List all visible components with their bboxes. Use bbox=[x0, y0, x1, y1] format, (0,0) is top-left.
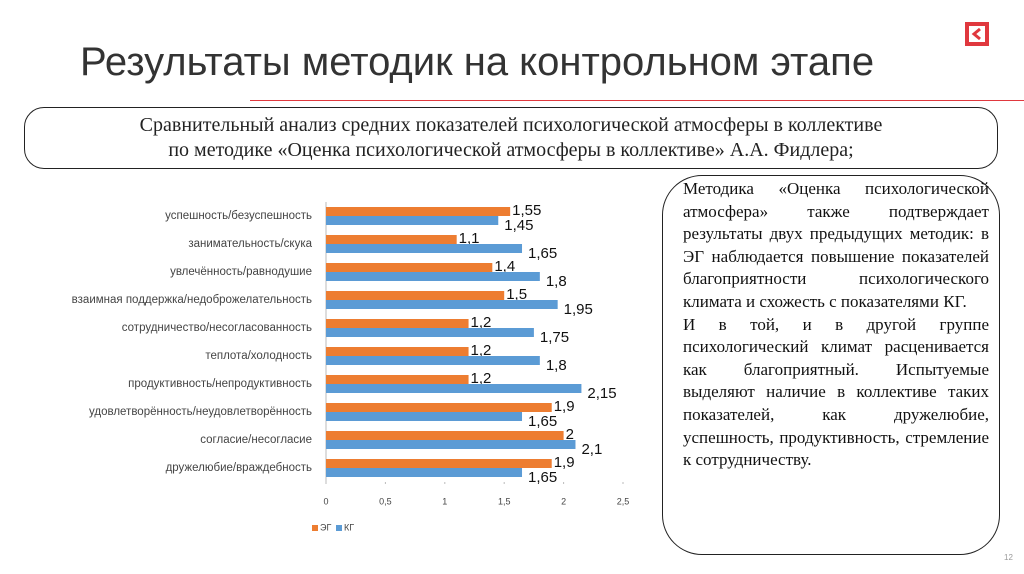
value-label: 1,55 bbox=[512, 202, 541, 219]
x-tick-label: 1 bbox=[442, 496, 447, 506]
subtitle-line: Сравнительный анализ средних показателей… bbox=[139, 114, 883, 136]
paragraph: И в той, и в другой группе психологическ… bbox=[683, 314, 989, 470]
bar bbox=[326, 384, 582, 393]
bar bbox=[326, 403, 552, 412]
y-tick-label: удовлетворённость/неудовлетворённость bbox=[89, 406, 312, 418]
value-label: 1,65 bbox=[528, 469, 557, 486]
value-label: 2 bbox=[566, 426, 574, 443]
value-label: 1,4 bbox=[494, 258, 515, 275]
value-label: 1,75 bbox=[540, 329, 569, 346]
bar bbox=[326, 300, 558, 309]
nav-icon[interactable] bbox=[964, 21, 990, 47]
y-tick-label: успешность/безуспешность bbox=[165, 210, 312, 222]
value-label: 1,2 bbox=[471, 342, 492, 359]
bar bbox=[326, 431, 564, 440]
bar bbox=[326, 272, 540, 281]
legend-label: ЭГ bbox=[320, 522, 331, 532]
y-tick-label: теплота/холодность bbox=[205, 350, 312, 362]
paragraph: Методика «Оценка психологической атмосфе… bbox=[683, 179, 989, 311]
y-tick-label: сотрудничество/несогласованность bbox=[122, 322, 312, 334]
x-tick-label: 2,5 bbox=[617, 496, 630, 506]
value-label: 1,45 bbox=[504, 217, 533, 234]
value-label: 2,15 bbox=[587, 385, 616, 402]
bar bbox=[326, 459, 552, 468]
value-label: 1,1 bbox=[459, 230, 480, 247]
y-tick-label: увлечённость/равнодушие bbox=[170, 266, 312, 278]
value-label: 1,8 bbox=[546, 357, 567, 374]
value-label: 1,9 bbox=[554, 454, 575, 471]
slide-title: Результаты методик на контрольном этапе bbox=[80, 40, 875, 84]
bar bbox=[326, 291, 505, 300]
value-label: 1,8 bbox=[546, 273, 567, 290]
y-tick-label: продуктивность/непродуктивность bbox=[128, 378, 312, 390]
value-label: 1,95 bbox=[564, 301, 593, 318]
value-label: 1,2 bbox=[471, 314, 492, 331]
y-tick-label: дружелюбие/враждебность bbox=[166, 462, 312, 474]
page-number: 12 bbox=[1004, 553, 1013, 562]
bar bbox=[326, 319, 469, 328]
x-tick-label: 1,5 bbox=[498, 496, 511, 506]
bar bbox=[326, 216, 499, 225]
legend-label: КГ bbox=[344, 522, 354, 532]
bar bbox=[326, 440, 576, 449]
value-label: 1,65 bbox=[528, 413, 557, 430]
value-label: 1,9 bbox=[554, 398, 575, 415]
bar bbox=[326, 328, 534, 337]
bar bbox=[326, 207, 511, 216]
value-label: 1,5 bbox=[506, 286, 527, 303]
legend-swatch bbox=[336, 525, 342, 531]
subtitle-box: Сравнительный анализ средних показателей… bbox=[24, 107, 998, 169]
legend-swatch bbox=[312, 525, 318, 531]
subtitle-line: по методике «Оценка психологической атмо… bbox=[168, 139, 854, 161]
title-rule bbox=[250, 100, 1024, 101]
y-tick-label: согласие/несогласие bbox=[200, 434, 312, 446]
y-tick-label: занимательность/скука bbox=[188, 238, 312, 250]
x-tick-label: 2 bbox=[561, 496, 566, 506]
bar bbox=[326, 375, 469, 384]
bar bbox=[326, 347, 469, 356]
text-panel: Методика «Оценка психологической атмосфе… bbox=[662, 175, 1000, 555]
bar bbox=[326, 356, 540, 365]
chart: 0 0,5 1 1,5 2 2,5 успешность/безуспешность 1,55… bbox=[72, 202, 630, 532]
value-label: 1,2 bbox=[471, 370, 492, 387]
bar bbox=[326, 412, 523, 421]
y-tick-label: взаимная поддержка/недоброжелательность bbox=[72, 294, 312, 306]
bar bbox=[326, 263, 493, 272]
bar bbox=[326, 244, 523, 253]
bar bbox=[326, 468, 523, 477]
x-tick-label: 0,5 bbox=[379, 496, 392, 506]
x-tick-label: 0 bbox=[323, 496, 328, 506]
bar bbox=[326, 235, 457, 244]
value-label: 2,1 bbox=[581, 441, 602, 458]
value-label: 1,65 bbox=[528, 245, 557, 262]
